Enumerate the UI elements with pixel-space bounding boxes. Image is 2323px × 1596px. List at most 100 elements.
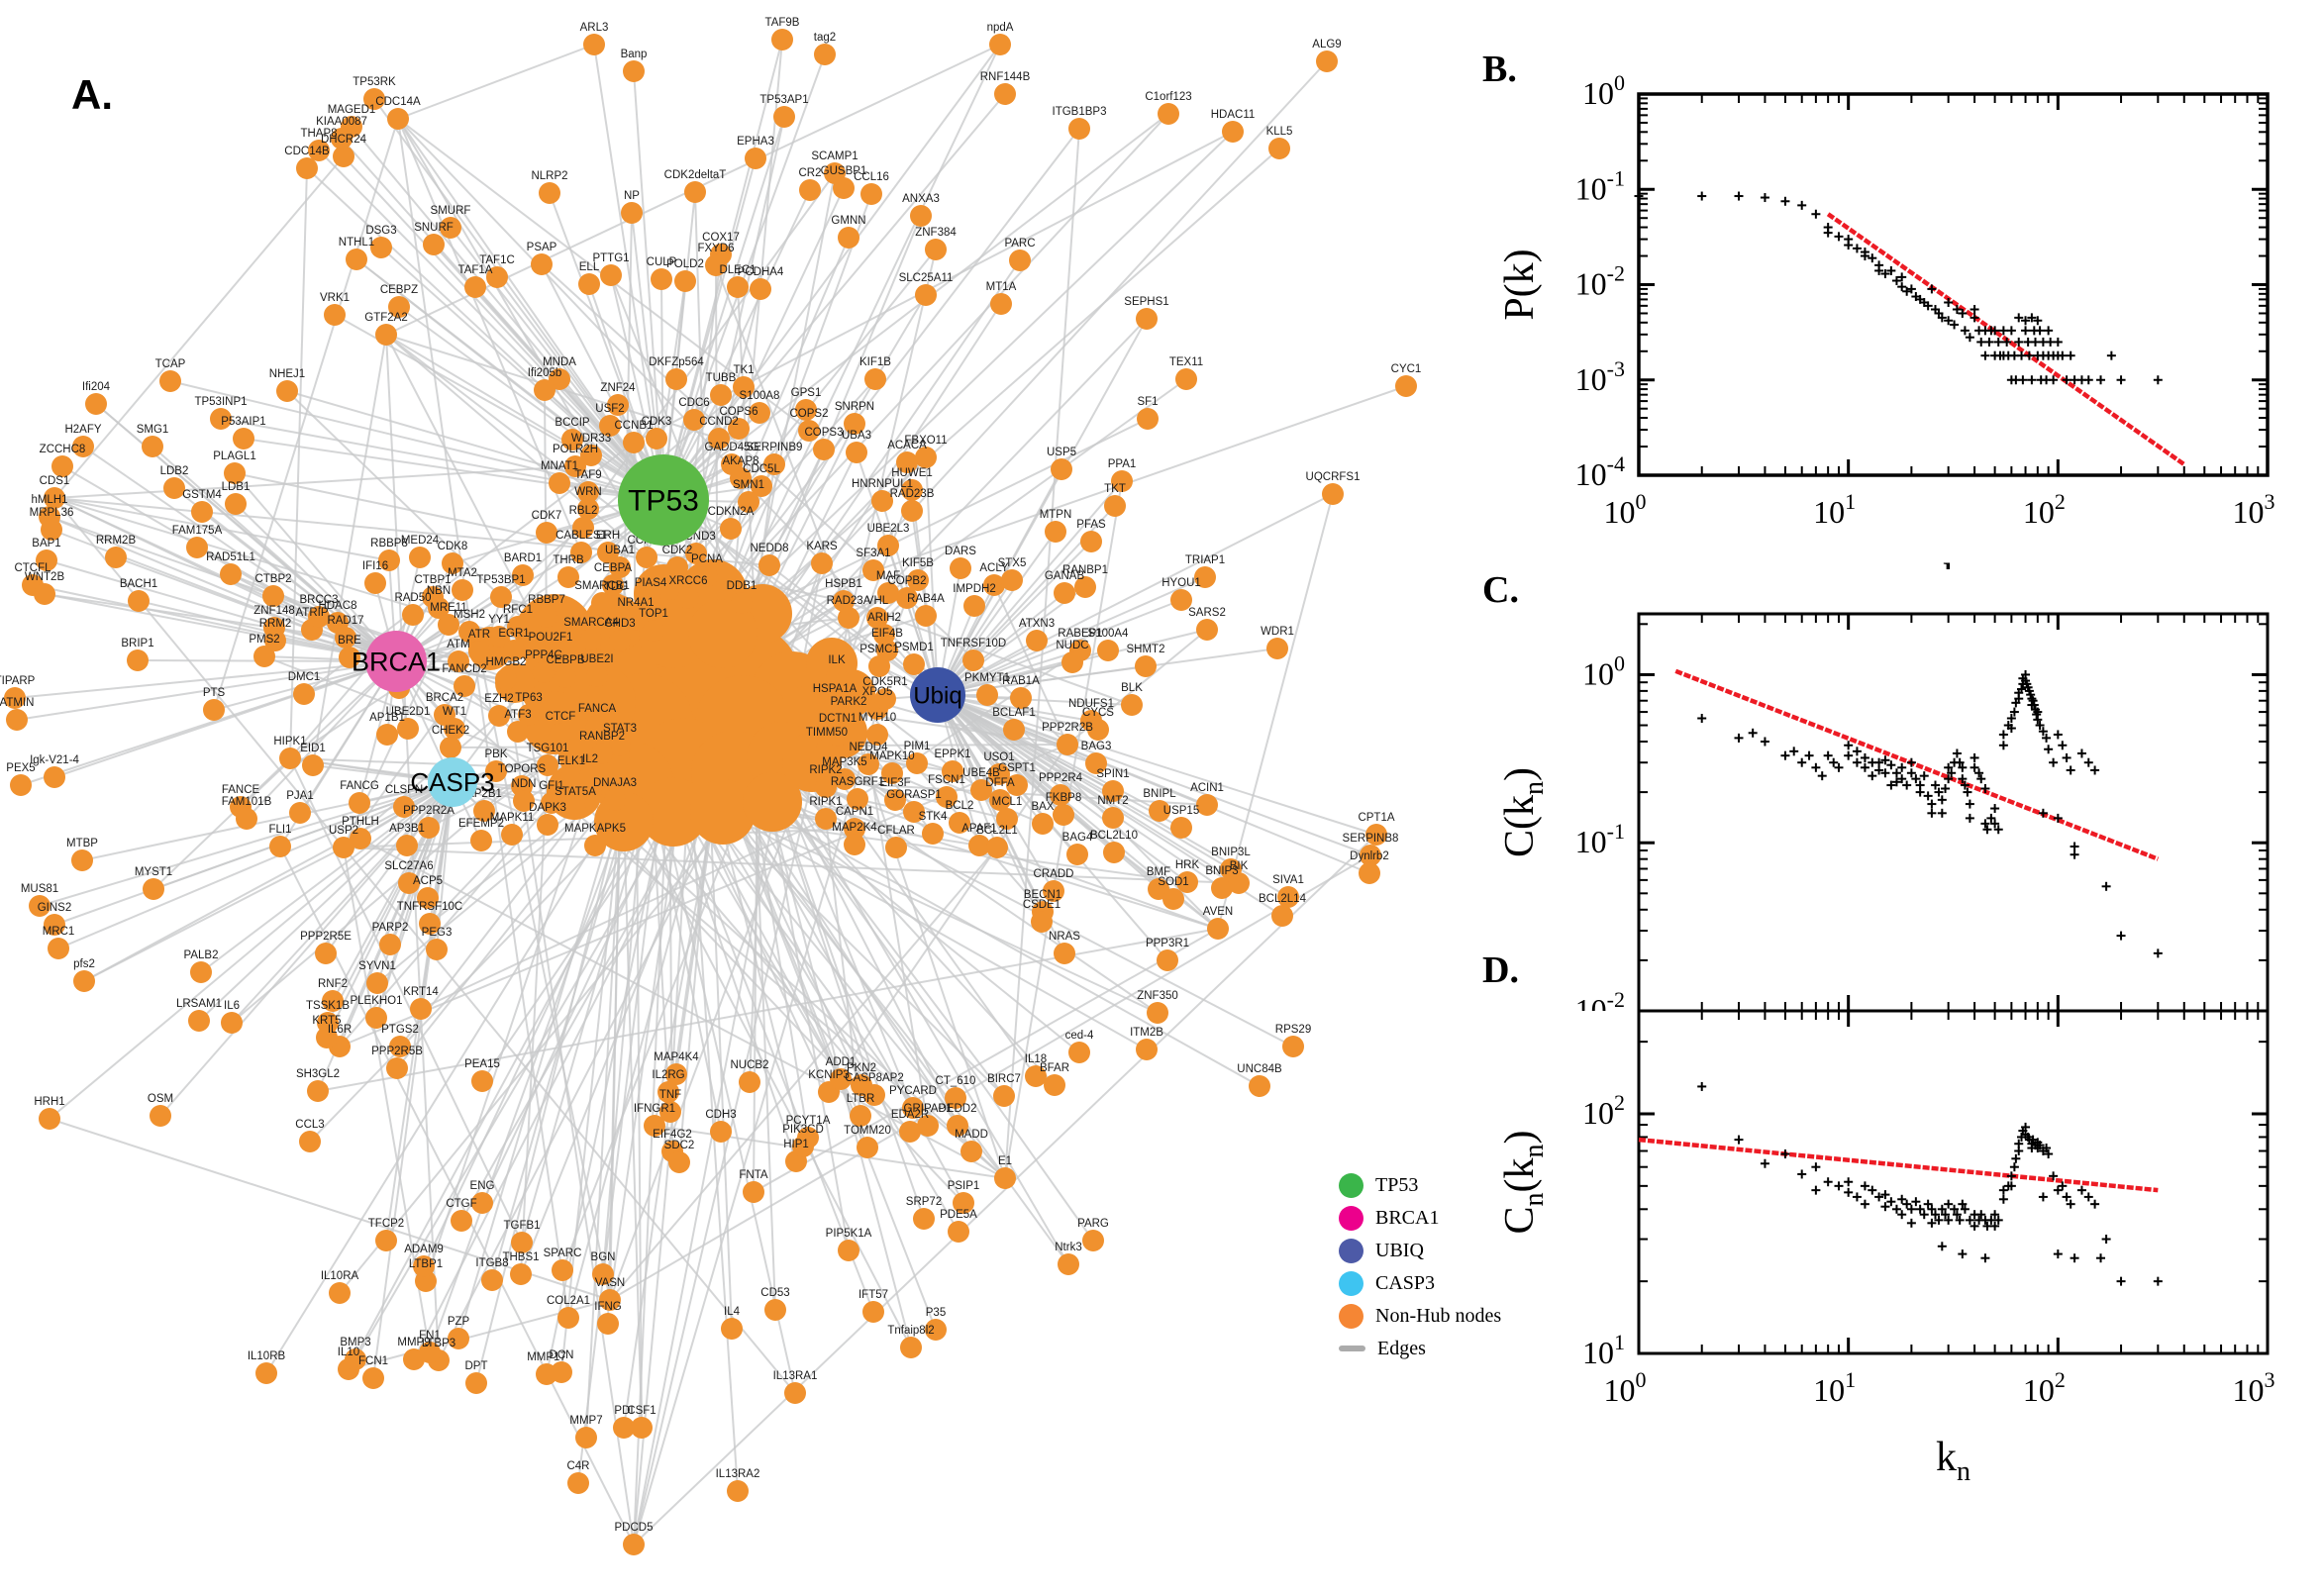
- network-node[interactable]: [10, 774, 32, 796]
- network-node[interactable]: [1175, 368, 1197, 390]
- network-node[interactable]: [677, 587, 699, 609]
- network-node[interactable]: [948, 1221, 969, 1243]
- network-node[interactable]: [720, 518, 742, 540]
- network-node[interactable]: [646, 428, 667, 449]
- network-node[interactable]: [1082, 1230, 1104, 1251]
- network-node[interactable]: [885, 837, 907, 858]
- network-node[interactable]: [784, 1382, 806, 1404]
- network-node[interactable]: [917, 1115, 939, 1137]
- network-node[interactable]: [739, 1071, 760, 1093]
- network-node[interactable]: [683, 409, 705, 431]
- network-node[interactable]: [1080, 531, 1102, 552]
- network-node[interactable]: [1194, 566, 1216, 588]
- network-node[interactable]: [685, 543, 707, 564]
- network-node[interactable]: [255, 1362, 277, 1384]
- network-node[interactable]: [862, 1301, 884, 1323]
- network-node[interactable]: [567, 1472, 589, 1494]
- network-node[interactable]: [1050, 784, 1071, 806]
- network-node[interactable]: [541, 792, 562, 814]
- network-node[interactable]: [540, 644, 561, 665]
- network-node[interactable]: [339, 647, 360, 668]
- network-node[interactable]: [375, 1230, 397, 1251]
- network-node[interactable]: [322, 990, 344, 1012]
- network-node[interactable]: [871, 490, 893, 512]
- network-node[interactable]: [960, 1141, 982, 1162]
- network-node[interactable]: [364, 572, 386, 594]
- network-node[interactable]: [163, 477, 185, 499]
- network-node[interactable]: [884, 789, 906, 811]
- network-node[interactable]: [1135, 655, 1157, 677]
- network-node[interactable]: [1102, 807, 1124, 829]
- network-node[interactable]: [815, 808, 837, 830]
- network-node[interactable]: [599, 415, 621, 437]
- network-node[interactable]: [621, 202, 643, 224]
- network-node[interactable]: [366, 972, 388, 994]
- network-node[interactable]: [1009, 249, 1031, 271]
- network-node[interactable]: [253, 646, 275, 667]
- network-node[interactable]: [989, 34, 1011, 55]
- network-node[interactable]: [900, 1337, 922, 1358]
- network-node[interactable]: [597, 542, 619, 563]
- network-node[interactable]: [564, 798, 586, 820]
- network-node[interactable]: [579, 765, 601, 787]
- network-node[interactable]: [128, 590, 150, 612]
- network-node[interactable]: [631, 1417, 653, 1439]
- network-node[interactable]: [362, 1367, 384, 1389]
- network-node[interactable]: [1058, 1253, 1079, 1275]
- network-node[interactable]: [302, 754, 324, 776]
- network-node[interactable]: [1170, 589, 1192, 611]
- network-node[interactable]: [73, 970, 95, 992]
- network-node[interactable]: [511, 1232, 533, 1253]
- network-node[interactable]: [749, 402, 770, 424]
- network-node[interactable]: [609, 630, 631, 651]
- network-node[interactable]: [863, 1084, 885, 1106]
- network-node[interactable]: [1026, 630, 1048, 651]
- network-node[interactable]: [426, 939, 448, 960]
- network-node[interactable]: [378, 549, 400, 571]
- network-node[interactable]: [950, 557, 971, 579]
- network-node[interactable]: [1211, 877, 1233, 899]
- network-node[interactable]: [876, 640, 898, 661]
- network-node[interactable]: [418, 817, 440, 839]
- network-node[interactable]: [413, 1255, 435, 1277]
- network-node[interactable]: [1228, 872, 1250, 894]
- network-node[interactable]: [398, 872, 420, 894]
- network-node[interactable]: [907, 569, 929, 591]
- network-node[interactable]: [906, 752, 928, 774]
- network-node[interactable]: [684, 181, 706, 203]
- network-node[interactable]: [1087, 719, 1109, 741]
- network-node[interactable]: [834, 768, 856, 790]
- network-node[interactable]: [659, 1101, 681, 1123]
- network-node[interactable]: [142, 436, 163, 457]
- network-node[interactable]: [710, 1121, 732, 1143]
- network-node[interactable]: [451, 1210, 472, 1232]
- network-node[interactable]: [1170, 817, 1192, 839]
- network-node[interactable]: [857, 1137, 878, 1158]
- network-node[interactable]: [696, 565, 718, 587]
- network-node[interactable]: [604, 789, 626, 811]
- network-node[interactable]: [609, 556, 631, 578]
- network-node[interactable]: [599, 1289, 621, 1311]
- network-node[interactable]: [397, 718, 419, 740]
- network-node[interactable]: [393, 796, 415, 818]
- network-node[interactable]: [580, 629, 602, 650]
- network-node[interactable]: [105, 547, 127, 568]
- network-node[interactable]: [860, 183, 882, 205]
- network-node[interactable]: [602, 574, 624, 596]
- network-node[interactable]: [454, 675, 475, 697]
- network-node[interactable]: [1074, 576, 1096, 598]
- network-node[interactable]: [915, 605, 937, 627]
- network-node[interactable]: [448, 1328, 469, 1349]
- network-node[interactable]: [1176, 871, 1198, 893]
- network-node[interactable]: [994, 83, 1016, 105]
- network-node[interactable]: [1322, 483, 1344, 505]
- network-node[interactable]: [953, 1192, 974, 1214]
- network-node[interactable]: [488, 626, 510, 648]
- network-node[interactable]: [1136, 1039, 1158, 1060]
- network-node[interactable]: [423, 234, 445, 255]
- network-node[interactable]: [458, 621, 480, 643]
- network-node[interactable]: [915, 447, 937, 468]
- network-node[interactable]: [1102, 780, 1124, 802]
- network-node[interactable]: [1054, 582, 1075, 604]
- network-node[interactable]: [379, 934, 401, 955]
